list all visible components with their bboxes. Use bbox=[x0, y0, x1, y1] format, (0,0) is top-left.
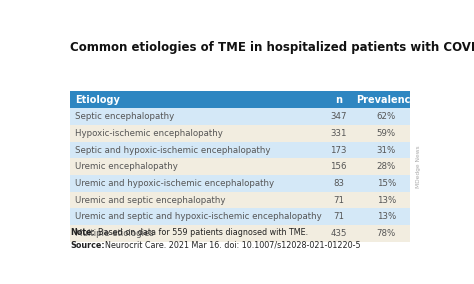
Text: Septic encephalopathy: Septic encephalopathy bbox=[75, 112, 174, 121]
Text: 59%: 59% bbox=[377, 129, 396, 138]
Text: Prevalence: Prevalence bbox=[356, 95, 417, 105]
Text: 331: 331 bbox=[330, 129, 347, 138]
Text: 435: 435 bbox=[330, 229, 347, 238]
Text: Uremic and hypoxic-ischemic encephalopathy: Uremic and hypoxic-ischemic encephalopat… bbox=[75, 179, 274, 188]
Text: Etiology: Etiology bbox=[75, 95, 119, 105]
Text: Uremic and septic and hypoxic-ischemic encephalopathy: Uremic and septic and hypoxic-ischemic e… bbox=[75, 212, 321, 221]
Text: 31%: 31% bbox=[377, 145, 396, 154]
Bar bbox=[315, 192, 363, 208]
Bar bbox=[70, 91, 315, 108]
Text: 13%: 13% bbox=[377, 196, 396, 204]
Text: Common etiologies of TME in hospitalized patients with COVID-19: Common etiologies of TME in hospitalized… bbox=[70, 41, 474, 54]
Text: 78%: 78% bbox=[377, 229, 396, 238]
Text: Hypoxic-ischemic encephalopathy: Hypoxic-ischemic encephalopathy bbox=[75, 129, 223, 138]
Text: 173: 173 bbox=[330, 145, 347, 154]
Text: Neurocrit Care. 2021 Mar 16. doi: 10.1007/s12028-021-01220-5: Neurocrit Care. 2021 Mar 16. doi: 10.100… bbox=[105, 241, 361, 250]
Bar bbox=[315, 158, 363, 175]
Bar bbox=[363, 158, 410, 175]
Text: Uremic and septic encephalopathy: Uremic and septic encephalopathy bbox=[75, 196, 225, 204]
Bar bbox=[315, 125, 363, 142]
Bar bbox=[363, 91, 410, 108]
Bar bbox=[315, 108, 363, 125]
Text: Note:: Note: bbox=[70, 227, 95, 237]
Bar bbox=[363, 225, 410, 242]
Text: Multiple etiologies: Multiple etiologies bbox=[75, 229, 154, 238]
Bar bbox=[315, 225, 363, 242]
Bar bbox=[315, 91, 363, 108]
Text: 71: 71 bbox=[333, 212, 344, 221]
Bar bbox=[363, 192, 410, 208]
Bar bbox=[70, 175, 315, 192]
Bar bbox=[70, 158, 315, 175]
Text: 83: 83 bbox=[333, 179, 344, 188]
Text: 71: 71 bbox=[333, 196, 344, 204]
Bar bbox=[70, 142, 315, 158]
Bar bbox=[315, 142, 363, 158]
Bar bbox=[70, 225, 315, 242]
Text: n: n bbox=[335, 95, 342, 105]
Text: 15%: 15% bbox=[377, 179, 396, 188]
Text: Source:: Source: bbox=[70, 241, 105, 250]
Text: 28%: 28% bbox=[377, 162, 396, 171]
Bar bbox=[363, 108, 410, 125]
Text: 62%: 62% bbox=[377, 112, 396, 121]
Bar bbox=[363, 208, 410, 225]
Text: Uremic encephalopathy: Uremic encephalopathy bbox=[75, 162, 178, 171]
Bar bbox=[315, 208, 363, 225]
Bar bbox=[70, 125, 315, 142]
Bar bbox=[363, 125, 410, 142]
Bar bbox=[70, 108, 315, 125]
Bar bbox=[315, 175, 363, 192]
Bar bbox=[363, 175, 410, 192]
Text: MDedge News: MDedge News bbox=[416, 145, 421, 188]
Bar bbox=[70, 192, 315, 208]
Text: 13%: 13% bbox=[377, 212, 396, 221]
Bar bbox=[363, 142, 410, 158]
Text: 156: 156 bbox=[330, 162, 347, 171]
Bar bbox=[70, 208, 315, 225]
Text: 347: 347 bbox=[330, 112, 347, 121]
Text: Septic and hypoxic-ischemic encephalopathy: Septic and hypoxic-ischemic encephalopat… bbox=[75, 145, 270, 154]
Text: Based on data for 559 patients diagnosed with TME.: Based on data for 559 patients diagnosed… bbox=[98, 227, 308, 237]
